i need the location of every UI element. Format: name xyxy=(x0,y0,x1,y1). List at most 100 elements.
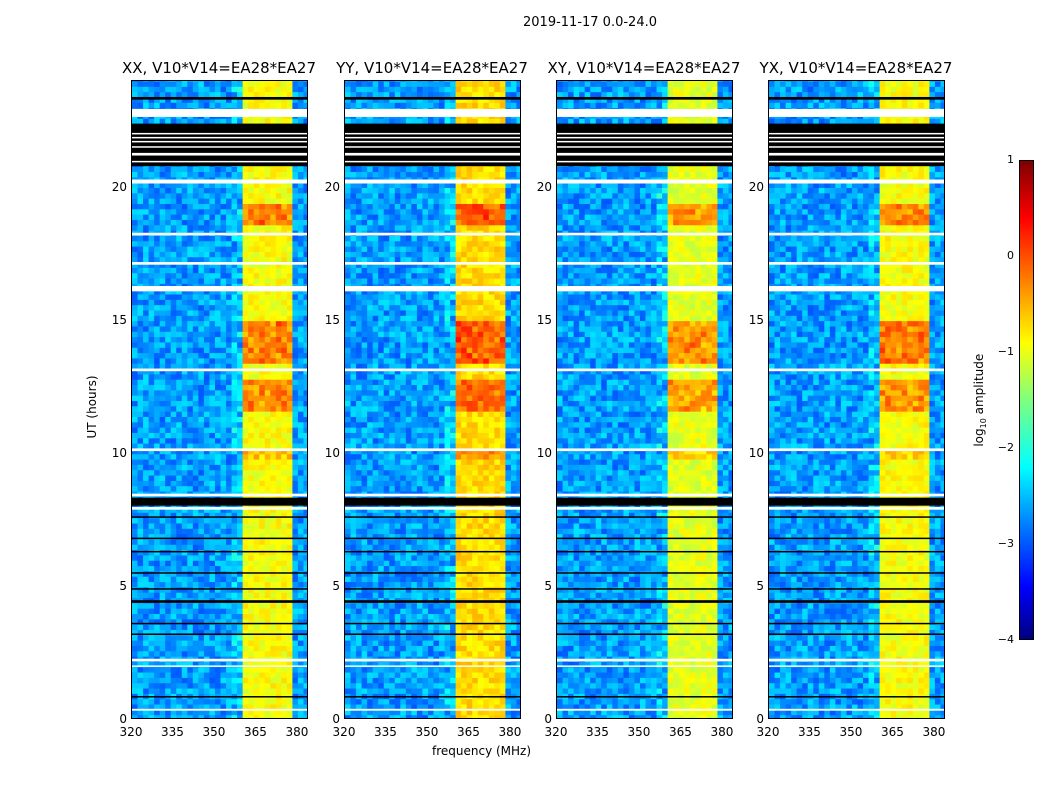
heatmap-cell xyxy=(275,592,282,599)
heatmap-cell xyxy=(170,704,177,710)
heatmap-cell xyxy=(203,437,210,444)
heatmap-cell xyxy=(220,709,227,716)
heatmap-cell xyxy=(170,198,177,204)
heatmap-cell xyxy=(281,448,288,455)
heatmap-cell xyxy=(345,650,352,657)
heatmap-cell xyxy=(242,565,249,572)
heatmap-cell xyxy=(400,554,407,561)
heatmap-cell xyxy=(192,677,199,684)
heatmap-cell xyxy=(444,677,451,684)
heatmap-cell xyxy=(292,331,299,338)
heatmap-cell xyxy=(226,427,233,433)
heatmap-cell xyxy=(411,618,418,625)
heatmap-cell xyxy=(345,602,352,609)
heatmap-cell xyxy=(303,395,307,401)
heatmap-cell xyxy=(248,86,255,93)
heatmap-cell xyxy=(303,517,307,524)
heatmap-cell xyxy=(192,405,199,412)
heatmap-cell xyxy=(411,602,418,609)
heatmap-cell xyxy=(220,613,227,620)
heatmap-cell xyxy=(226,325,233,332)
heatmap-cell xyxy=(253,288,260,295)
heatmap-cell xyxy=(192,475,199,481)
heatmap-cell xyxy=(477,581,484,588)
heatmap-cell xyxy=(220,432,227,439)
heatmap-cell xyxy=(286,325,293,332)
heatmap-cell xyxy=(198,187,205,194)
heatmap-cell xyxy=(137,246,144,252)
heatmap-cell xyxy=(259,240,266,247)
heatmap-cell xyxy=(292,379,299,386)
heatmap-cell xyxy=(165,400,172,407)
heatmap-cell xyxy=(165,357,172,364)
heatmap-cell xyxy=(488,565,495,572)
heatmap-cell xyxy=(209,480,216,487)
heatmap-cell xyxy=(275,315,282,322)
heatmap-cell xyxy=(264,613,271,620)
heatmap-cell xyxy=(439,714,446,718)
heatmap-cell xyxy=(148,262,155,268)
heatmap-cell xyxy=(176,411,183,417)
heatmap-cell xyxy=(259,709,266,716)
heatmap-cell xyxy=(242,634,249,641)
heatmap-cell xyxy=(192,634,199,641)
heatmap-cell xyxy=(350,677,357,684)
heatmap-cell xyxy=(237,613,244,620)
heatmap-cell xyxy=(154,373,161,380)
heatmap-cell xyxy=(181,592,188,599)
heatmap-cell xyxy=(198,315,205,322)
heatmap-cell xyxy=(242,453,249,460)
heatmap-cell xyxy=(231,624,238,630)
heatmap-cell xyxy=(505,549,512,556)
heatmap-cell xyxy=(411,634,418,641)
heatmap-cell xyxy=(297,464,304,471)
heatmap-cell xyxy=(510,640,517,646)
heatmap-cell xyxy=(231,650,238,657)
heatmap-cell xyxy=(237,411,244,417)
heatmap-cell xyxy=(378,592,385,599)
heatmap-cell xyxy=(455,565,462,572)
heatmap-cell xyxy=(292,645,299,652)
heatmap-cell xyxy=(198,294,205,300)
heatmap-cell xyxy=(297,437,304,444)
heatmap-cell xyxy=(148,166,155,173)
heatmap-cell xyxy=(132,576,139,583)
heatmap-cell xyxy=(154,448,161,455)
heatmap-cell xyxy=(264,634,271,641)
heatmap-cell xyxy=(187,102,194,109)
heatmap-cell xyxy=(286,672,293,678)
heatmap-cell xyxy=(416,688,423,694)
heatmap-cell xyxy=(248,357,255,364)
heatmap-cell xyxy=(270,235,277,242)
heatmap-cell xyxy=(281,304,288,311)
heatmap-cell xyxy=(148,581,155,588)
heatmap-cell xyxy=(148,698,155,705)
heatmap-cell xyxy=(297,427,304,433)
heatmap-cell xyxy=(389,576,396,583)
heatmap-cell xyxy=(303,411,307,417)
heatmap-cell xyxy=(264,219,271,226)
heatmap-cell xyxy=(303,81,307,82)
heatmap-cell xyxy=(181,512,188,519)
heatmap-cell xyxy=(405,570,412,577)
heatmap-cell xyxy=(297,347,304,354)
heatmap-cell xyxy=(297,379,304,386)
heatmap-cell xyxy=(181,714,188,718)
heatmap-cell xyxy=(154,325,161,332)
heatmap-cell xyxy=(286,480,293,487)
heatmap-cell xyxy=(192,624,199,630)
heatmap-cell xyxy=(137,395,144,401)
heatmap-cell xyxy=(148,299,155,306)
heatmap-cell xyxy=(367,709,374,716)
heatmap-cell xyxy=(477,624,484,630)
heatmap-cell xyxy=(237,677,244,684)
heatmap-cell xyxy=(143,203,150,210)
heatmap-cell xyxy=(203,299,210,306)
heatmap-cell xyxy=(143,592,150,599)
heatmap-cell xyxy=(286,416,293,423)
heatmap-cell xyxy=(187,373,194,380)
heatmap-cell xyxy=(214,565,221,572)
heatmap-cell xyxy=(427,544,434,551)
heatmap-cell xyxy=(242,262,249,268)
heatmap-cell xyxy=(248,315,255,322)
